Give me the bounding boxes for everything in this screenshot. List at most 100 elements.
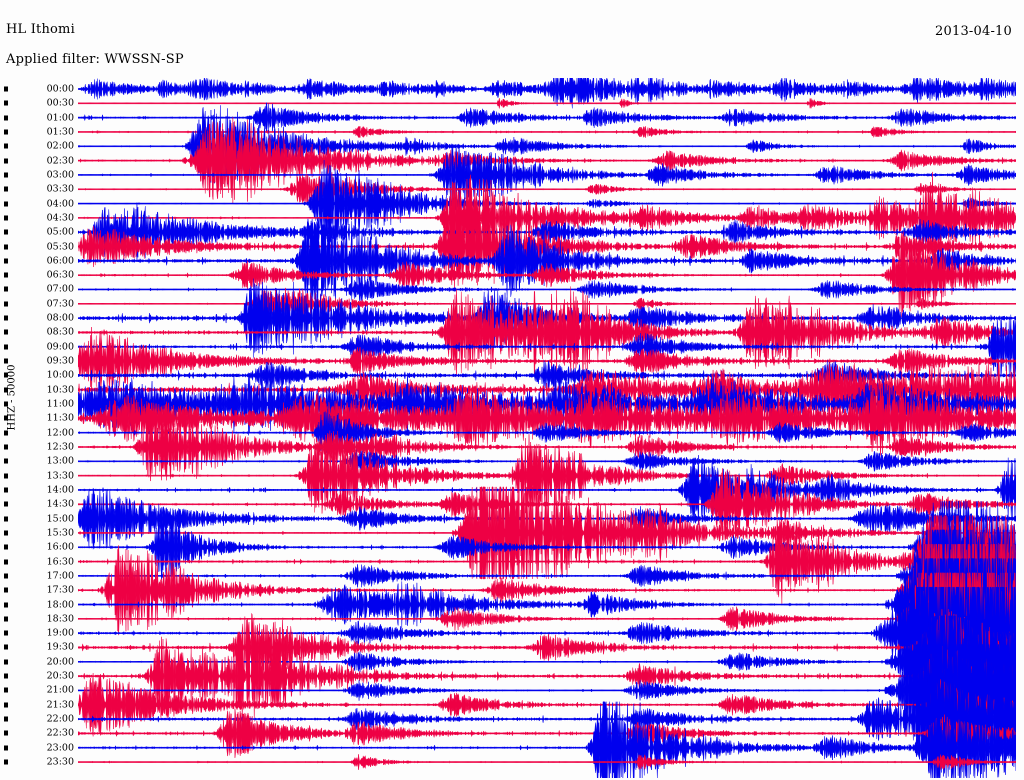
row-tick: [4, 272, 8, 278]
row-tick: [4, 186, 8, 192]
trace-row: [78, 434, 1016, 518]
trace-row: [78, 78, 1016, 109]
time-label: 04:00: [46, 198, 74, 210]
trace-row: [78, 97, 1016, 109]
trace-row: [78, 171, 1016, 264]
row-tick: [4, 616, 8, 622]
time-label: 00:00: [46, 83, 74, 95]
row-tick: [4, 602, 8, 608]
row-tick: [4, 401, 8, 407]
trace-row: [78, 586, 1016, 680]
trace-row: [78, 753, 1016, 771]
time-label: 07:00: [46, 283, 74, 295]
row-tick: [4, 115, 8, 121]
trace-row: [78, 515, 1016, 608]
row-tick: [4, 387, 8, 393]
record-date: 2013-04-10: [935, 24, 1012, 39]
time-label: 12:00: [46, 427, 74, 439]
row-tick: [4, 244, 8, 250]
trace-row: [78, 314, 1016, 379]
row-tick: [4, 659, 8, 665]
time-label: 02:00: [46, 140, 74, 152]
time-label: 21:30: [46, 699, 74, 711]
time-label: 10:30: [46, 384, 74, 396]
row-tick: [4, 487, 8, 493]
time-label: 13:30: [46, 470, 74, 482]
time-label: 15:30: [46, 527, 74, 539]
row-tick: [4, 501, 8, 507]
station-name: HL Ithomi: [6, 22, 75, 37]
time-label: 09:00: [46, 341, 74, 353]
row-tick: [4, 630, 8, 636]
row-tick: [4, 344, 8, 350]
time-label: 17:00: [46, 570, 74, 582]
trace-row: [78, 360, 1016, 391]
row-tick: [4, 559, 8, 565]
row-tick: [4, 673, 8, 679]
row-tick: [4, 286, 8, 292]
trace-row: [78, 160, 1016, 248]
time-axis-labels: 00:00 00:30 01:00 01:30 02:00 02:30 03:00 03:30…: [16, 78, 74, 778]
seismic-traces: [78, 78, 1016, 778]
applied-filter-label: Applied filter: WWSSN-SP: [6, 52, 184, 67]
row-tick: [4, 172, 8, 178]
row-tick: [4, 229, 8, 235]
row-tick: [4, 573, 8, 579]
row-tick: [4, 158, 8, 164]
time-label: 22:30: [46, 727, 74, 739]
row-tick: [4, 745, 8, 751]
time-label: 17:30: [46, 584, 74, 596]
row-tick: [4, 258, 8, 264]
time-label: 23:00: [46, 742, 74, 754]
time-label: 20:30: [46, 670, 74, 682]
time-label: 21:00: [46, 684, 74, 696]
time-label: 09:30: [46, 355, 74, 367]
time-label: 19:30: [46, 641, 74, 653]
row-tick: [4, 358, 8, 364]
row-tick: [4, 458, 8, 464]
row-tick: [4, 544, 8, 550]
time-label: 14:30: [46, 498, 74, 510]
trace-row: [78, 615, 1016, 709]
row-tick: [4, 730, 8, 736]
trace-row: [78, 125, 1016, 139]
trace-row: [78, 277, 1016, 302]
time-label: 01:30: [46, 126, 74, 138]
row-tick-marks: [4, 78, 14, 778]
trace-row: [78, 455, 1016, 525]
time-label: 00:30: [46, 97, 74, 109]
time-label: 04:30: [46, 212, 74, 224]
time-label: 22:00: [46, 713, 74, 725]
row-tick: [4, 587, 8, 593]
trace-row: [78, 102, 1016, 133]
trace-row: [78, 143, 1016, 207]
time-label: 12:30: [46, 441, 74, 453]
trace-row: [78, 327, 1016, 396]
row-tick: [4, 301, 8, 307]
row-tick: [4, 473, 8, 479]
row-tick: [4, 644, 8, 650]
row-tick: [4, 530, 8, 536]
time-label: 16:30: [46, 556, 74, 568]
trace-row: [78, 202, 1016, 262]
time-label: 13:00: [46, 455, 74, 467]
time-label: 23:30: [46, 756, 74, 768]
trace-row: [78, 286, 1016, 379]
row-tick: [4, 201, 8, 207]
time-label: 08:00: [46, 312, 74, 324]
trace-row: [78, 468, 1016, 541]
time-label: 07:30: [46, 298, 74, 310]
time-label: 10:00: [46, 369, 74, 381]
trace-row: [78, 486, 1016, 580]
trace-row: [78, 708, 1016, 758]
time-label: 05:00: [46, 226, 74, 238]
row-tick: [4, 759, 8, 765]
trace-row: [78, 543, 1016, 637]
time-label: 01:00: [46, 112, 74, 124]
time-label: 16:00: [46, 541, 74, 553]
row-tick: [4, 430, 8, 436]
trace-row: [78, 529, 1016, 623]
trace-canvas: [78, 78, 1016, 778]
time-label: 06:30: [46, 269, 74, 281]
